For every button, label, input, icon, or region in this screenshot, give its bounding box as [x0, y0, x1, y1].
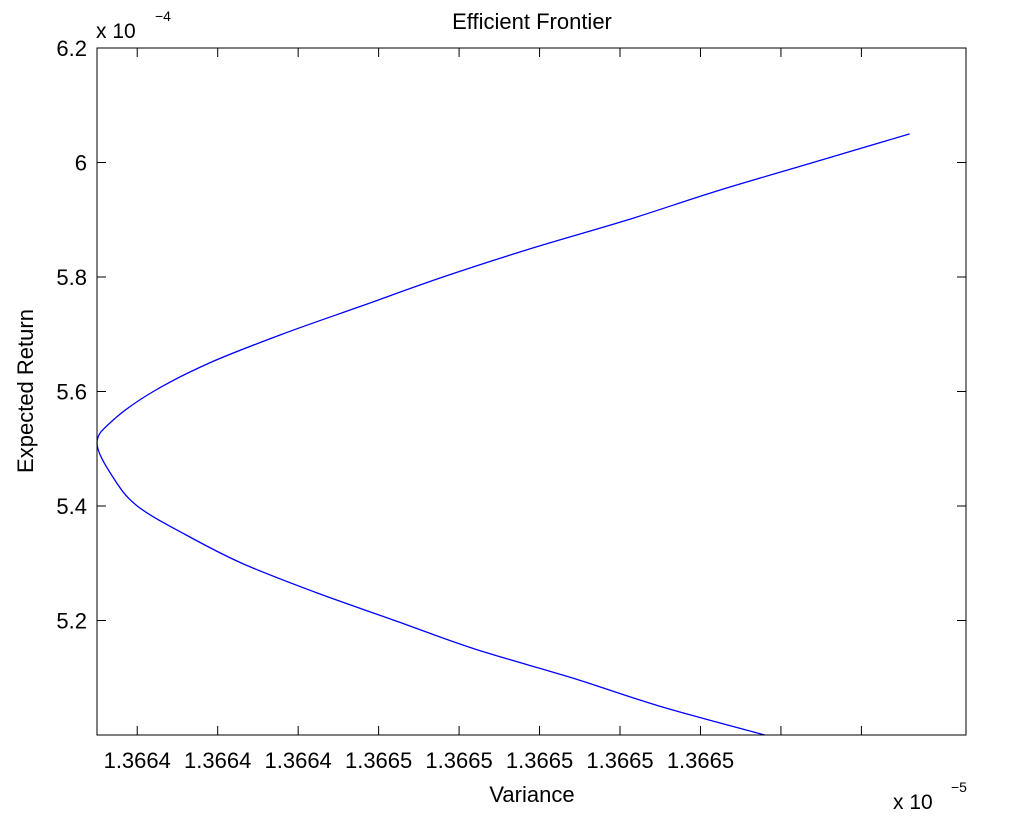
- frontier-line: [96, 133, 910, 736]
- x-tick-label: 1.3665: [667, 748, 734, 773]
- x-tick-label: 1.3665: [425, 748, 492, 773]
- x-tick-label: 1.3664: [104, 748, 171, 773]
- x-tick-marks: [136, 48, 862, 735]
- y-tick-label: 6.2: [56, 36, 87, 61]
- y-axis-label: Expected Return: [13, 309, 38, 473]
- plot-background: [97, 48, 966, 735]
- y-multiplier-base: x 10: [96, 20, 136, 43]
- y-tick-label: 5.8: [56, 265, 87, 290]
- x-tick-label: 1.3665: [586, 748, 653, 773]
- y-tick-labels: 5.2 5.4 5.6 5.8 6 6.2: [56, 36, 87, 634]
- y-tick-label: 5.2: [56, 609, 87, 634]
- y-tick-label: 6: [75, 151, 87, 176]
- x-tick-label: 1.3664: [184, 748, 251, 773]
- x-tick-label: 1.3664: [265, 748, 332, 773]
- y-multiplier-exponent: −4: [155, 8, 171, 24]
- y-tick-label: 5.6: [56, 380, 87, 405]
- x-tick-label: 1.3665: [506, 748, 573, 773]
- y-axis-multiplier: x 10 −4: [96, 8, 171, 43]
- y-tick-label: 5.4: [56, 494, 87, 519]
- x-axis-multiplier: x 10 −5: [893, 779, 967, 814]
- x-multiplier-exponent: −5: [951, 779, 967, 795]
- x-tick-label: 1.3665: [345, 748, 412, 773]
- plot-frame: [96, 47, 967, 736]
- x-axis-label: Variance: [489, 782, 574, 807]
- x-tick-labels: 1.3664 1.3664 1.3664 1.3665 1.3665 1.3665 1.36…: [104, 748, 735, 773]
- x-multiplier-base: x 10: [893, 791, 933, 814]
- chart-title: Efficient Frontier: [452, 9, 612, 34]
